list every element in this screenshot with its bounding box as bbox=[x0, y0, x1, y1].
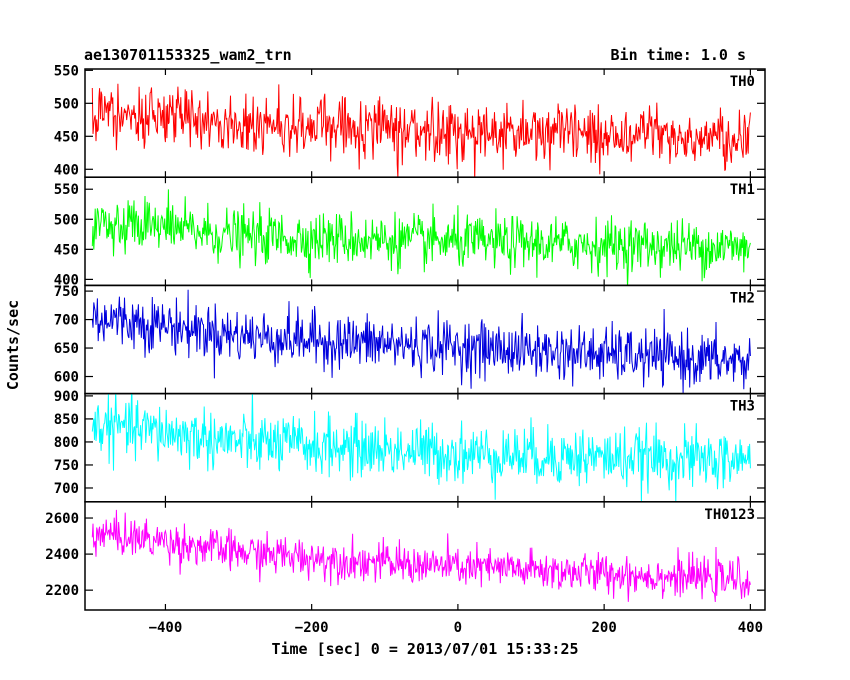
chart-subtitle: Bin time: 1.0 s bbox=[611, 46, 746, 64]
panel-label: TH0123 bbox=[704, 507, 755, 523]
y-tick-label: 750 bbox=[54, 284, 79, 300]
x-tick-label: 400 bbox=[738, 620, 763, 636]
x-axis-label: Time [sec] 0 = 2013/07/01 15:33:25 bbox=[271, 640, 578, 658]
y-tick-label: 750 bbox=[54, 458, 79, 474]
series-line-th0 bbox=[91, 83, 751, 178]
y-tick-label: 2600 bbox=[45, 511, 79, 527]
y-tick-label: 700 bbox=[54, 481, 79, 497]
panel-frame bbox=[84, 176, 766, 287]
series-line-th3 bbox=[91, 393, 751, 502]
panel-label: TH0 bbox=[730, 74, 755, 90]
y-tick-label: 450 bbox=[54, 129, 79, 145]
series-line-th2 bbox=[91, 289, 751, 394]
y-tick-label: 2400 bbox=[45, 547, 79, 563]
panel-th1: 400 450 500 550 TH1 bbox=[54, 176, 766, 288]
y-tick-label: 400 bbox=[54, 162, 79, 178]
y-tick-label: 700 bbox=[54, 313, 79, 329]
panel-label: TH3 bbox=[730, 399, 755, 415]
panel-label: TH1 bbox=[730, 182, 755, 198]
y-tick-label: 400 bbox=[54, 272, 79, 288]
y-tick-label: 500 bbox=[54, 96, 79, 112]
y-tick-label: 900 bbox=[54, 389, 79, 405]
y-tick-label: 550 bbox=[54, 63, 79, 79]
y-tick-label: 850 bbox=[54, 412, 79, 428]
panel-th3: 700 750 800 850 900 TH3 bbox=[54, 389, 766, 503]
y-tick-label: 500 bbox=[54, 212, 79, 228]
panel-label: TH2 bbox=[730, 290, 755, 306]
panel-th0123: 2200 2400 2600 TH0123 bbox=[45, 501, 766, 611]
panel-frame bbox=[84, 501, 766, 611]
x-tick-label: 200 bbox=[591, 620, 616, 636]
x-tick-label: 0 bbox=[454, 620, 462, 636]
x-axis: −400 −200 0 200 400 bbox=[149, 620, 763, 636]
series-line-th1 bbox=[91, 189, 751, 286]
panel-th0: 400 450 500 550 TH0 bbox=[54, 63, 766, 178]
chart-title: ae130701153325_wam2_trn bbox=[84, 46, 292, 64]
y-axis-label: Counts/sec bbox=[4, 300, 22, 390]
y-tick-label: 800 bbox=[54, 435, 79, 451]
series-line-th0123 bbox=[91, 509, 751, 603]
y-tick-label: 2200 bbox=[45, 583, 79, 599]
y-tick-label: 550 bbox=[54, 182, 79, 198]
panel-th2: 600 650 700 750 TH2 bbox=[54, 284, 766, 395]
y-tick-label: 450 bbox=[54, 242, 79, 258]
y-tick-label: 650 bbox=[54, 341, 79, 357]
y-tick-label: 600 bbox=[54, 370, 79, 386]
x-tick-label: −200 bbox=[295, 620, 329, 636]
x-tick-label: −400 bbox=[149, 620, 183, 636]
